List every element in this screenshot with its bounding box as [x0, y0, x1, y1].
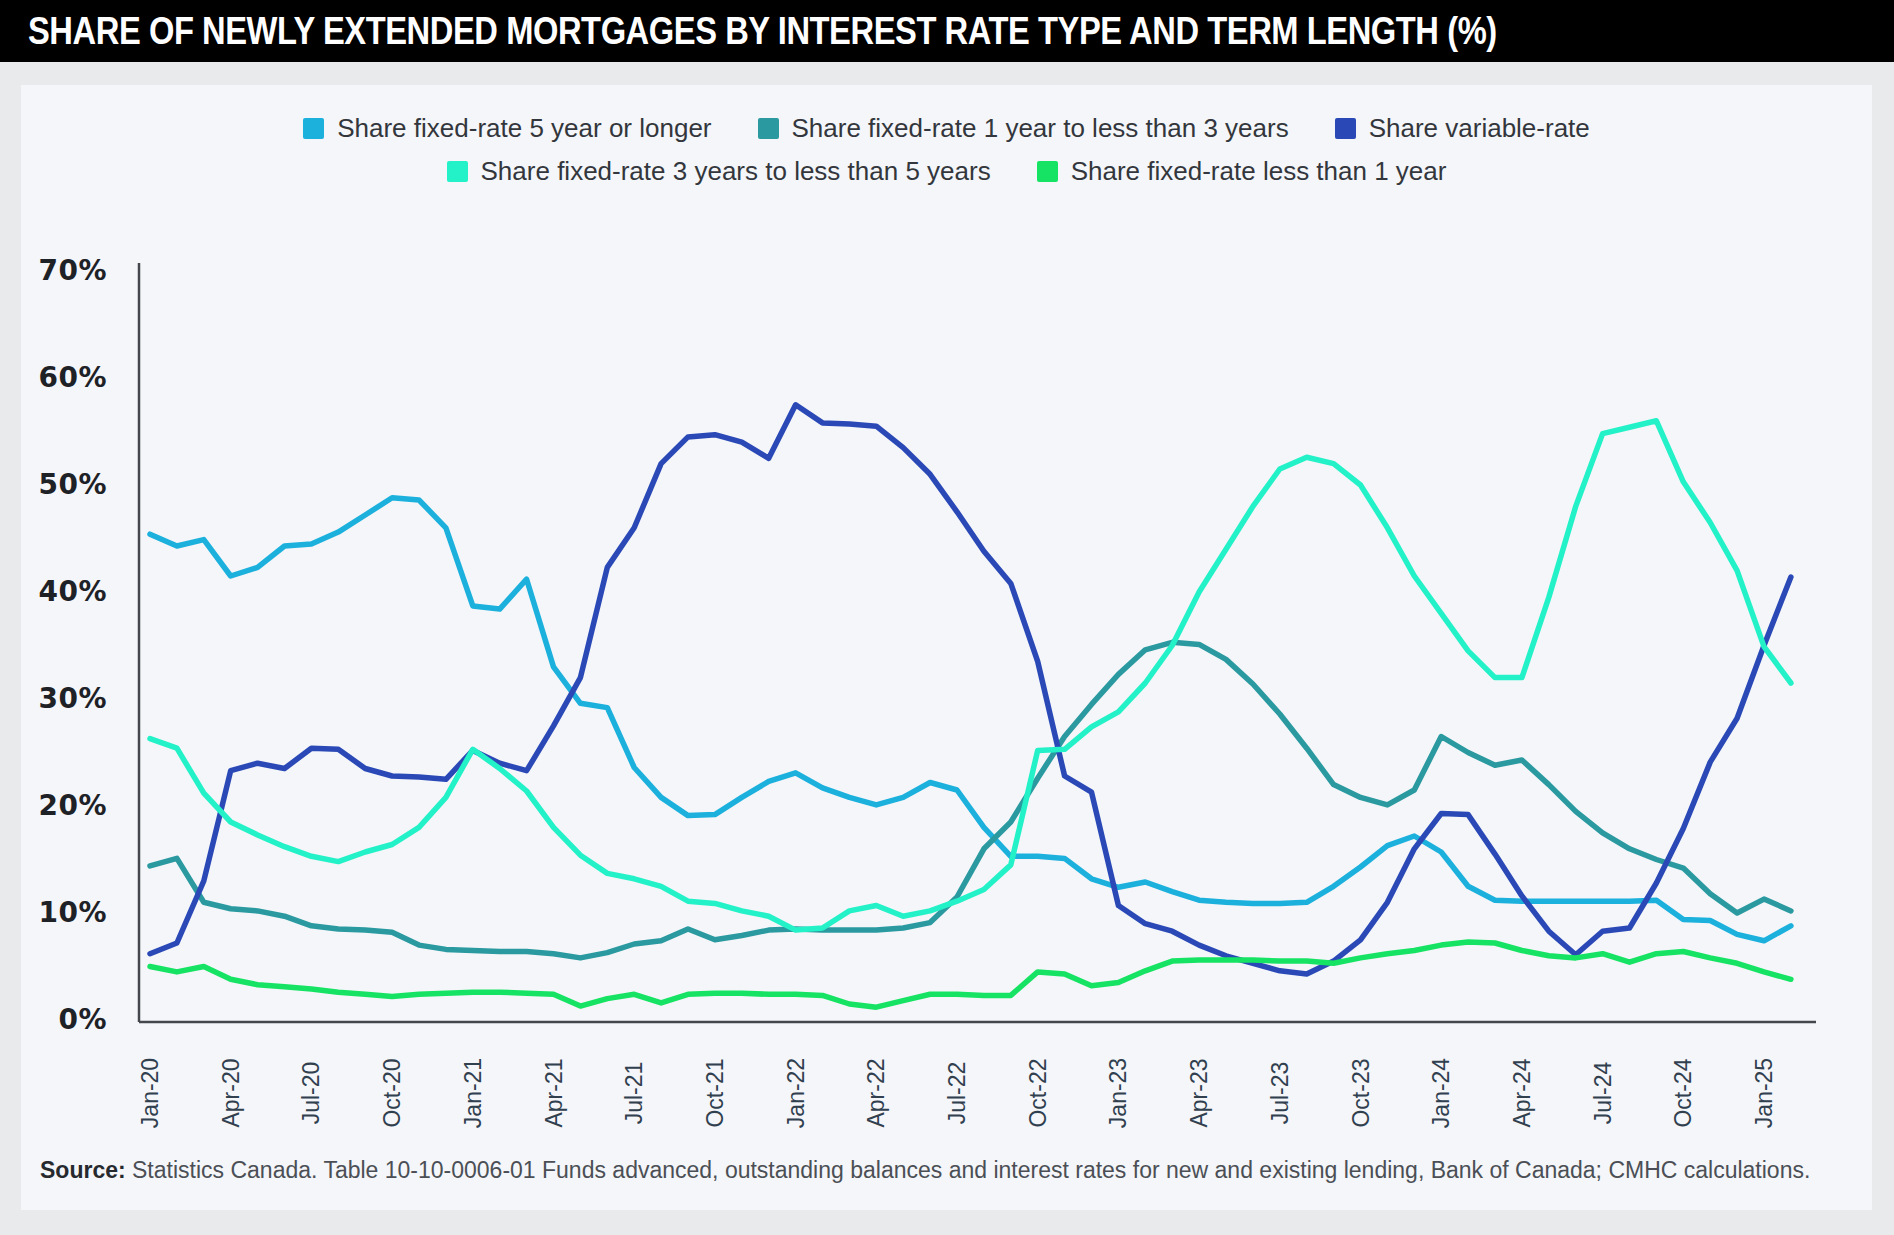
x-tick-Jan-22: Jan-22 [782, 1058, 809, 1128]
legend-row-2: Share fixed-rate 3 years to less than 5 … [447, 156, 1447, 187]
legend-label: Share fixed-rate 3 years to less than 5 … [481, 156, 991, 187]
legend-item-fixed-3to5: Share fixed-rate 3 years to less than 5 … [447, 156, 991, 187]
legend-item-variable: Share variable-rate [1335, 113, 1590, 144]
legend-label: Share fixed-rate 1 year to less than 3 y… [792, 113, 1289, 144]
y-tick-40: 40% [5, 575, 107, 608]
x-tick-Oct-24: Oct-24 [1670, 1058, 1697, 1127]
x-tick-Jul-20: Jul-20 [298, 1062, 325, 1125]
y-tick-0: 0% [5, 1003, 107, 1036]
x-tick-Oct-22: Oct-22 [1024, 1058, 1051, 1127]
x-tick-Jan-20: Jan-20 [137, 1058, 164, 1128]
y-tick-60: 60% [5, 361, 107, 394]
x-tick-Apr-20: Apr-20 [217, 1058, 244, 1127]
legend-item-fixed-5plus: Share fixed-rate 5 year or longer [303, 113, 711, 144]
legend-swatch-fixed-5plus [303, 118, 324, 139]
page-title: SHARE OF NEWLY EXTENDED MORTGAGES BY INT… [28, 10, 1497, 53]
x-tick-Oct-20: Oct-20 [379, 1058, 406, 1127]
x-tick-Apr-24: Apr-24 [1508, 1058, 1535, 1127]
legend-swatch-variable [1335, 118, 1356, 139]
x-tick-Jul-23: Jul-23 [1266, 1062, 1293, 1125]
x-tick-Oct-21: Oct-21 [701, 1058, 728, 1127]
legend-swatch-fixed-3to5 [447, 161, 468, 182]
x-tick-Oct-23: Oct-23 [1347, 1058, 1374, 1127]
x-tick-Jan-23: Jan-23 [1105, 1058, 1132, 1128]
x-tick-Jul-21: Jul-21 [621, 1062, 648, 1125]
legend-label: Share fixed-rate less than 1 year [1071, 156, 1447, 187]
chart-card: Share fixed-rate 5 year or longer Share f… [21, 85, 1872, 1210]
title-bar: SHARE OF NEWLY EXTENDED MORTGAGES BY INT… [0, 0, 1894, 62]
legend-item-fixed-1to3: Share fixed-rate 1 year to less than 3 y… [758, 113, 1289, 144]
chart-legend: Share fixed-rate 5 year or longer Share f… [21, 113, 1872, 187]
y-tick-50: 50% [5, 468, 107, 501]
legend-swatch-fixed-less1 [1037, 161, 1058, 182]
x-tick-Jan-24: Jan-24 [1428, 1058, 1455, 1128]
x-tick-Apr-21: Apr-21 [540, 1058, 567, 1127]
source-label: Source: [40, 1157, 126, 1183]
legend-item-fixed-less1: Share fixed-rate less than 1 year [1037, 156, 1447, 187]
legend-row-1: Share fixed-rate 5 year or longer Share f… [303, 113, 1590, 144]
x-tick-Jan-21: Jan-21 [459, 1058, 486, 1128]
legend-swatch-fixed-1to3 [758, 118, 779, 139]
legend-label: Share fixed-rate 5 year or longer [337, 113, 711, 144]
page: { "header": { "title": "SHARE OF NEWLY E… [0, 0, 1894, 1235]
y-tick-30: 30% [5, 682, 107, 715]
x-tick-Apr-23: Apr-23 [1186, 1058, 1213, 1127]
x-tick-Jul-22: Jul-22 [944, 1062, 971, 1125]
x-tick-Jul-24: Jul-24 [1589, 1062, 1616, 1125]
source-note: Source: Statistics Canada. Table 10-10-0… [40, 1157, 1810, 1184]
y-tick-10: 10% [5, 896, 107, 929]
y-tick-20: 20% [5, 789, 107, 822]
y-tick-70: 70% [5, 254, 107, 287]
legend-label: Share variable-rate [1369, 113, 1590, 144]
source-text: Statistics Canada. Table 10-10-0006-01 F… [126, 1157, 1811, 1183]
x-tick-Apr-22: Apr-22 [863, 1058, 890, 1127]
x-tick-Jan-25: Jan-25 [1751, 1058, 1778, 1128]
